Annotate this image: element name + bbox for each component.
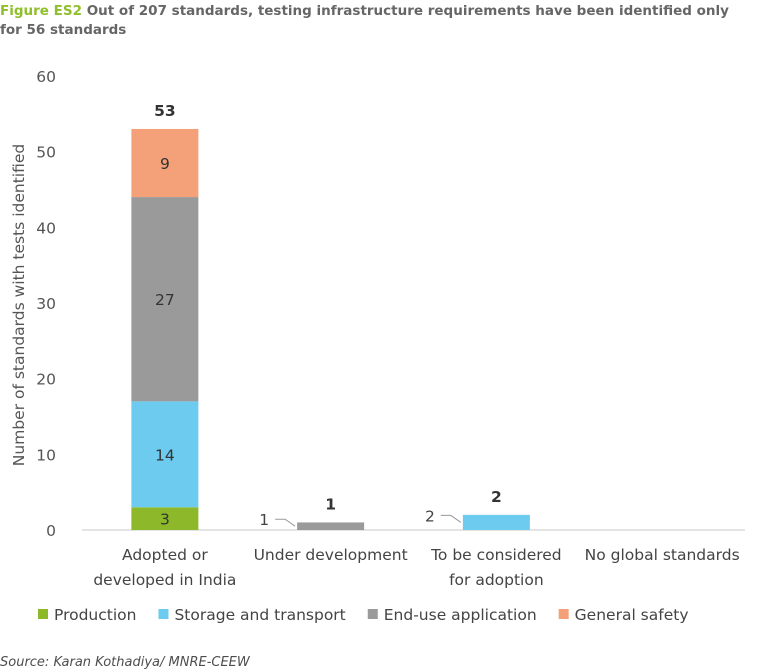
bar-segment-label: 9 — [160, 155, 170, 173]
y-tick-label: 40 — [36, 219, 56, 237]
x-category-label: No global standards — [585, 546, 740, 564]
bar-segment-end-use-application — [297, 522, 365, 530]
y-tick-label: 50 — [36, 144, 56, 162]
y-tick-label: 10 — [36, 446, 56, 464]
legend-swatch — [558, 609, 569, 619]
figure-caption: Figure ES2 Out of 207 standards, testing… — [0, 2, 740, 40]
legend-swatch — [158, 609, 169, 619]
callout-leader-line — [275, 518, 296, 527]
x-category-label-line: Under development — [254, 546, 408, 564]
x-category-label: To be considered for adoption — [430, 546, 562, 589]
x-category-label: Under development — [254, 546, 408, 564]
legend-swatch — [38, 609, 48, 619]
bar-segment-general-safety — [131, 128, 199, 198]
x-category-label-line: for adoption — [449, 571, 544, 589]
legend-swatch — [367, 609, 378, 619]
bar-segment-label: 3 — [160, 511, 170, 529]
x-category-label-line: To be considered — [430, 546, 562, 564]
bar-segment-production — [131, 507, 199, 530]
bar-segment-end-use-application — [131, 197, 199, 402]
x-category-label-line: developed in India — [93, 571, 236, 589]
y-tick-label: 0 — [46, 522, 56, 540]
bar-segment-label: 14 — [155, 446, 175, 464]
x-category-label: Adopted or developed in India — [93, 546, 236, 589]
x-category-label-line: Adopted or — [122, 546, 208, 564]
stacked-bar-chart: Number of standards with tests identifie… — [10, 68, 745, 624]
callout-label: 2 — [425, 507, 435, 525]
bar-segment-storage-and-transport — [131, 401, 199, 508]
x-category-label-line: No global standards — [585, 546, 740, 564]
figure-caption-text: Out of 207 standards, testing infrastruc… — [0, 3, 729, 38]
legend-label: Storage and transport — [174, 606, 345, 624]
y-tick-label: 30 — [36, 295, 56, 313]
bar-segment-label: 27 — [155, 291, 175, 309]
y-axis-label: Number of standards with tests identifie… — [10, 144, 28, 466]
bar-segment-storage-and-transport — [462, 514, 530, 530]
y-tick-label: 20 — [36, 371, 56, 389]
y-tick-label: 60 — [36, 68, 56, 86]
figure-label: Figure ES2 — [0, 3, 82, 19]
legend-label: End-use application — [384, 606, 537, 624]
callout-leader-line — [440, 514, 462, 523]
bar-total-label: 1 — [325, 495, 336, 513]
callout-label: 1 — [259, 511, 269, 529]
bar-total-label: 53 — [154, 102, 176, 120]
source-note: Source: Karan Kothadiya/ MNRE-CEEW — [0, 655, 250, 670]
bar-total-label: 2 — [491, 488, 502, 506]
legend-label: General safety — [575, 606, 689, 624]
legend-label: Production — [54, 606, 136, 624]
